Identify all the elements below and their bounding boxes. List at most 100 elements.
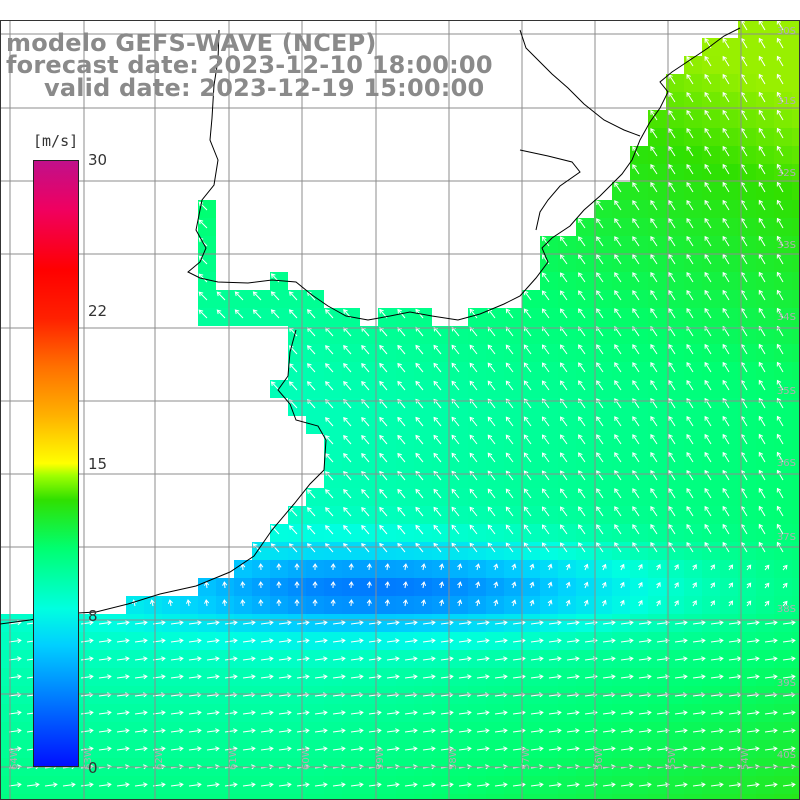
speed-cell [450,794,468,800]
speed-cell [252,722,270,740]
wind-arrow [583,581,589,589]
wind-arrow [314,656,328,662]
wind-arrow [722,451,730,463]
speed-cell [702,722,720,740]
wind-arrow [650,308,658,319]
wind-arrow [674,656,688,662]
wind-arrow [188,782,202,788]
speed-cell [306,650,324,668]
wind-arrow [530,674,544,680]
wind-arrow [638,656,652,662]
speed-cell [792,128,800,146]
speed-cell [540,740,558,758]
wind-arrow [224,746,238,752]
wind-arrow [440,620,454,626]
wind-arrow [386,620,400,626]
wind-arrow [692,600,697,607]
wind-arrow [758,451,766,463]
speed-cell [324,704,342,722]
speed-cell [576,704,594,722]
speed-cell [774,560,792,578]
wind-arrow [332,656,346,662]
wind-arrow [493,563,499,571]
wind-arrow [565,563,571,571]
speed-cell [594,236,612,254]
speed-cell [702,614,720,632]
speed-cell [666,776,684,794]
speed-cell [648,686,666,704]
wind-arrow [614,488,622,499]
speed-cell [198,722,216,740]
speed-cell [180,668,198,686]
speed-cell [504,794,522,800]
wind-arrow [511,581,517,589]
wind-arrow [343,543,352,553]
wind-arrow [134,710,148,716]
wind-arrow [457,563,463,571]
wind-arrow [541,488,550,499]
wind-arrow [614,524,622,535]
speed-cell [378,668,396,686]
speed-cell [774,344,792,362]
speed-cell [720,416,738,434]
wind-arrow [782,710,796,716]
wind-arrow [258,581,264,589]
speed-cell [702,560,720,578]
speed-cell [792,524,800,542]
wind-arrow [776,469,784,481]
speed-cell [270,794,288,800]
wind-arrow [704,181,712,193]
speed-cell [270,632,288,650]
speed-cell [666,794,684,800]
speed-cell [702,272,720,290]
speed-cell [666,596,684,614]
speed-cell [522,632,540,650]
speed-cell [738,38,756,56]
wind-arrow [332,638,346,644]
wind-arrow [602,638,616,644]
wind-arrow [704,163,712,175]
speed-cell [558,704,576,722]
wind-arrow [397,362,406,373]
wind-arrow [782,782,796,788]
speed-cell [648,146,666,164]
speed-cell [648,794,666,800]
wind-arrow [325,525,334,535]
speed-cell [576,794,594,800]
wind-arrow [288,381,298,391]
wind-arrow [170,746,184,752]
speed-cell [630,452,648,470]
speed-cell [450,614,468,632]
wind-arrow [632,434,640,445]
wind-arrow [350,674,364,680]
speed-cell [774,74,792,92]
wind-arrow [548,728,562,734]
speed-cell [774,740,792,758]
wind-arrow [674,746,688,752]
wind-arrow [224,656,238,662]
wind-arrow [451,506,460,517]
speed-cell [342,740,360,758]
wind-arrow [415,452,424,463]
speed-cell [774,326,792,344]
wind-arrow [686,235,694,247]
wind-arrow [782,656,796,662]
speed-cell [774,380,792,398]
speed-cell [720,74,738,92]
wind-arrow [776,73,784,85]
speed-cell [324,722,342,740]
speed-cell [648,722,666,740]
wind-arrow [758,109,766,121]
wind-arrow [596,452,604,463]
wind-arrow [596,416,604,427]
speed-cell [684,272,702,290]
speed-cell [666,326,684,344]
wind-arrow [386,656,400,662]
wind-arrow [397,506,406,517]
speed-cell [738,524,756,542]
wind-arrow [451,488,460,499]
wind-arrow [494,710,508,716]
wind-arrow [578,380,586,391]
wind-arrow [505,344,514,355]
speed-cell [684,704,702,722]
